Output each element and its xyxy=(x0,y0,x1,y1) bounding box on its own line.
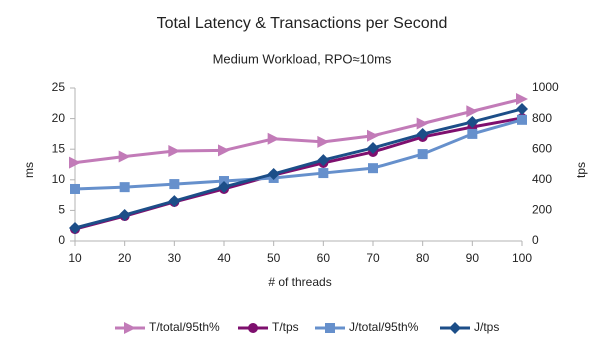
y2-tick-label: 0 xyxy=(532,233,539,247)
data-point xyxy=(317,154,330,167)
x-tick-label: 40 xyxy=(217,251,231,265)
y-tick-label: 15 xyxy=(52,141,66,155)
data-point xyxy=(516,102,528,115)
y2-tick-label: 1000 xyxy=(532,80,559,94)
x-tick-label: 30 xyxy=(168,251,182,265)
legend-label: T/tps xyxy=(272,320,299,334)
legend-marker xyxy=(325,323,335,333)
data-point xyxy=(417,149,428,160)
legend-label: J/total/95th% xyxy=(349,320,419,334)
x-tick-label: 50 xyxy=(267,251,281,265)
series-line xyxy=(74,107,523,230)
y-tick-label: 5 xyxy=(58,203,65,217)
series-line xyxy=(74,97,523,165)
y2-tick-label: 800 xyxy=(532,111,552,125)
legend-label: T/total/95th% xyxy=(149,320,220,334)
y-tick-label: 20 xyxy=(52,111,66,125)
x-tick-label: 90 xyxy=(466,251,480,265)
y2-tick-label: 600 xyxy=(532,141,552,155)
chart-title: Total Latency & Transactions per Second xyxy=(157,15,448,32)
y-tick-label: 10 xyxy=(52,172,66,186)
data-point xyxy=(118,150,131,163)
x-tick-label: 100 xyxy=(512,251,532,265)
y2-axis-label: tps xyxy=(574,162,588,178)
data-point xyxy=(70,183,80,194)
y2-tick-label: 200 xyxy=(532,203,552,217)
data-point xyxy=(367,129,379,142)
data-point xyxy=(467,128,478,139)
series-line xyxy=(74,116,523,231)
chart-subtitle: Medium Workload, RPO≈10ms xyxy=(213,51,392,66)
data-point xyxy=(119,182,130,193)
data-point xyxy=(118,208,131,221)
data-point xyxy=(318,168,329,179)
data-point xyxy=(218,144,230,157)
data-point xyxy=(168,145,181,158)
data-point xyxy=(267,167,280,180)
data-point xyxy=(69,156,81,169)
data-point xyxy=(416,128,429,141)
data-point xyxy=(169,179,180,190)
data-point xyxy=(466,115,479,128)
x-tick-label: 20 xyxy=(118,251,132,265)
x-axis-label: # of threads xyxy=(268,275,331,289)
legend-marker xyxy=(124,322,136,334)
legend-label: J/tps xyxy=(474,320,499,334)
data-point xyxy=(267,132,280,145)
x-tick-label: 10 xyxy=(68,251,82,265)
data-point xyxy=(168,195,181,208)
y2-tick-label: 400 xyxy=(532,172,552,186)
data-point xyxy=(466,105,479,118)
x-tick-label: 80 xyxy=(416,251,430,265)
data-point xyxy=(368,163,378,174)
series-line xyxy=(74,118,523,191)
y-axis-label: ms xyxy=(22,162,36,178)
data-point xyxy=(517,114,527,125)
data-point xyxy=(416,117,429,130)
data-point xyxy=(218,180,230,193)
legend-marker xyxy=(248,323,258,333)
data-point xyxy=(367,141,379,154)
y-tick-label: 25 xyxy=(52,80,66,94)
x-tick-label: 60 xyxy=(317,251,331,265)
legend-marker xyxy=(449,322,461,334)
data-point xyxy=(69,221,81,234)
data-point xyxy=(516,93,528,106)
x-tick-label: 70 xyxy=(366,251,380,265)
data-point xyxy=(317,135,330,148)
y-tick-label: 0 xyxy=(58,233,65,247)
